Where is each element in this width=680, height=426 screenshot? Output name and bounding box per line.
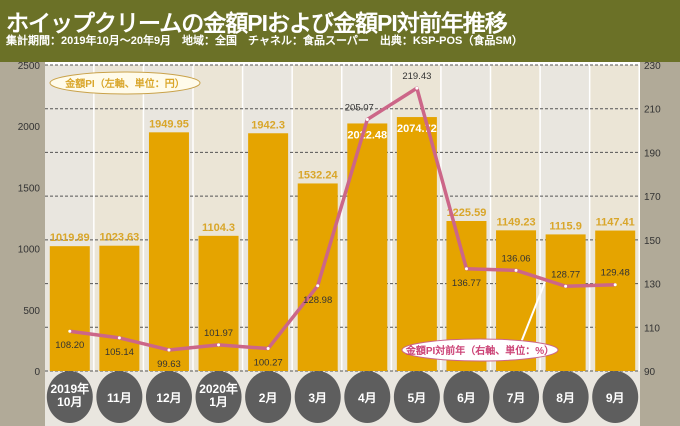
line-value-label: 128.77 — [551, 269, 580, 280]
line-point — [514, 268, 518, 272]
line-value-label: 129.48 — [601, 268, 630, 279]
line-value-label: 99.63 — [157, 359, 181, 370]
category-circle — [245, 371, 292, 423]
bar-value-label: 1949.95 — [149, 118, 189, 130]
category-circle — [443, 371, 490, 423]
right-tick-label: 130 — [644, 280, 661, 291]
category-circle — [195, 371, 242, 423]
category-label: 2020年 — [199, 381, 238, 396]
category-circle — [592, 371, 639, 423]
category-label: 10月 — [57, 395, 82, 409]
right-tick-label: 150 — [644, 236, 661, 247]
line-value-label: 128.98 — [303, 295, 332, 306]
header: ホイップクリームの金額PIおよび金額PI対前年推移 集計期間：2019年10月～… — [0, 0, 680, 62]
bar-value-label: 1942.3 — [251, 119, 285, 131]
chart-subtitle: 集計期間：2019年10月～20年9月 地域：全国 チャネル：食品スーパー 出典… — [6, 35, 523, 47]
right-tick-label: 110 — [644, 323, 660, 334]
bar — [248, 133, 289, 371]
category-label: 6月 — [457, 391, 476, 405]
bar-value-label: 1019.89 — [50, 232, 90, 244]
line-value-label: 136.77 — [452, 278, 481, 289]
bar-value-label: 1104.3 — [202, 222, 235, 234]
line-value-label: 105.14 — [105, 347, 134, 358]
left-tick-label: 1000 — [18, 245, 41, 256]
line-series — [69, 86, 616, 352]
chart-title: ホイップクリームの金額PIおよび金額PI対前年推移 — [6, 10, 508, 36]
line-value-label: 205.07 — [345, 102, 374, 113]
bar — [198, 235, 239, 371]
category-label: 12月 — [156, 391, 181, 405]
category-circle — [145, 371, 192, 423]
legend-line-pointer — [519, 281, 546, 346]
line-point — [266, 347, 270, 351]
right-tick-label: 90 — [644, 367, 656, 378]
line-point — [415, 86, 419, 90]
left-axis-band — [0, 62, 45, 426]
line-value-label: 108.20 — [55, 340, 84, 351]
bar — [99, 245, 140, 371]
left-tick-label: 2500 — [18, 61, 41, 72]
category-circle — [344, 371, 391, 423]
line-point — [68, 329, 72, 333]
line-value-label: 219.43 — [402, 71, 431, 82]
category-label: 1月 — [209, 395, 228, 409]
legend-bar-label: 金額PI（左軸、単位：円） — [64, 77, 184, 90]
bar-value-label: 1115.9 — [549, 220, 581, 232]
right-tick-label: 230 — [644, 61, 661, 72]
line-point — [117, 336, 121, 340]
left-tick-label: 2000 — [18, 122, 41, 133]
category-label: 4月 — [358, 391, 377, 405]
bar-value-label: 1149.23 — [496, 216, 535, 228]
left-tick-label: 500 — [23, 306, 40, 317]
bar — [595, 230, 636, 371]
line-point — [217, 343, 221, 347]
right-tick-label: 210 — [644, 105, 661, 116]
line-point — [316, 284, 320, 288]
category-circle — [493, 371, 540, 423]
category-label: 7月 — [507, 391, 526, 405]
line-point — [564, 284, 568, 288]
line-value-label: 136.06 — [502, 253, 531, 264]
line-point — [365, 117, 369, 121]
bar — [396, 117, 437, 371]
bar-value-label: 1532.24 — [298, 169, 339, 181]
right-axis-band — [640, 62, 680, 426]
category-label: 2月 — [259, 391, 278, 405]
category-circle — [96, 371, 143, 423]
left-tick-label: 0 — [34, 367, 40, 378]
bar-value-label: 1147.41 — [596, 217, 635, 229]
category-label: 9月 — [606, 391, 625, 405]
category-circle — [46, 371, 93, 423]
line-value-label: 100.27 — [254, 358, 283, 369]
bar-value-label: 2022.48 — [347, 129, 387, 141]
left-tick-label: 1500 — [18, 183, 41, 194]
legend-line-badge — [401, 338, 559, 362]
category-circle — [294, 371, 341, 423]
line-point — [613, 283, 617, 287]
line-point — [464, 267, 468, 271]
category-label: 5月 — [408, 391, 427, 405]
bar-value-label: 1023.63 — [99, 232, 139, 244]
category-label: 8月 — [556, 391, 575, 405]
legend-bar-badge — [49, 71, 201, 95]
category-label: 2019年 — [50, 381, 89, 396]
category-circle — [393, 371, 440, 423]
bar — [148, 132, 189, 371]
category-circle — [542, 371, 589, 423]
category-label: 11月 — [107, 391, 132, 405]
bar — [49, 246, 90, 371]
bar — [297, 183, 338, 371]
category-label: 3月 — [308, 391, 327, 405]
line-value-label: 101.97 — [204, 328, 233, 339]
right-tick-label: 190 — [644, 148, 661, 159]
line-point — [167, 348, 171, 352]
bar-value-label: 1225.59 — [447, 207, 487, 219]
right-tick-label: 170 — [644, 192, 661, 203]
legend-line-label: 金額PI対前年（右軸、単位：%） — [405, 344, 554, 357]
category-band — [45, 371, 640, 426]
